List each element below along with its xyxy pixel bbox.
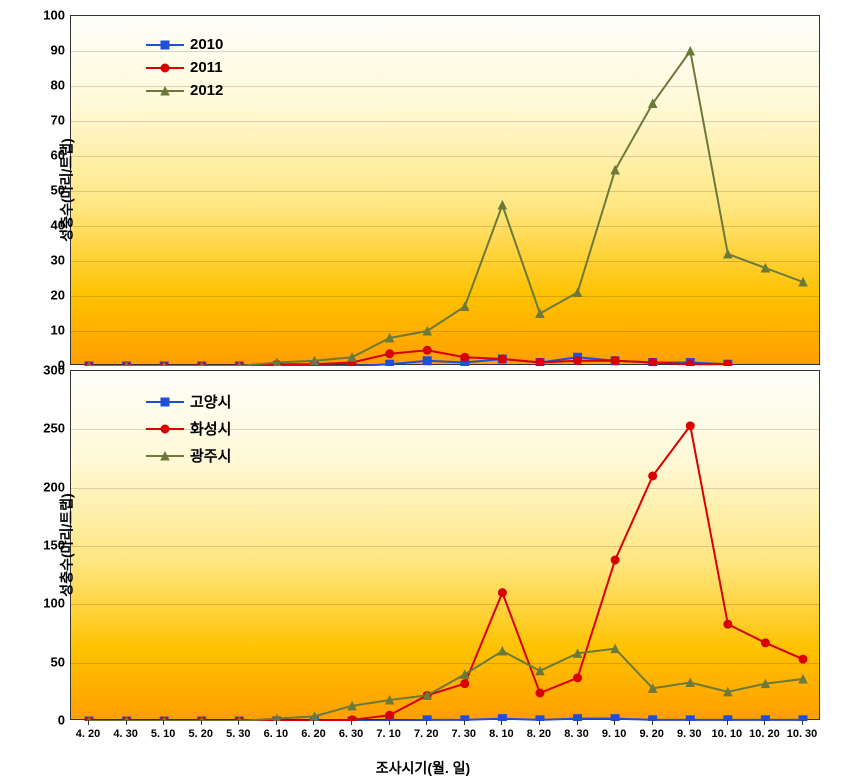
- legend-marker: [146, 423, 184, 435]
- tick-mark: [238, 720, 239, 725]
- y-tick-label: 80: [30, 78, 65, 93]
- legend-item-hwaseong: 화성시: [146, 418, 231, 439]
- tick-mark: [539, 720, 540, 725]
- x-tick-label: 9. 10: [602, 728, 626, 740]
- tick-mark: [614, 720, 615, 725]
- top-legend: 2010 2011 2012: [141, 31, 228, 110]
- tick-mark: [727, 720, 728, 725]
- x-tick-label: 6. 30: [339, 728, 363, 740]
- legend-item-2010: 2010: [146, 36, 223, 53]
- x-tick-label: 5. 20: [189, 728, 213, 740]
- legend-item-2012: 2012: [146, 82, 223, 99]
- tick-mark: [126, 720, 127, 725]
- square-icon: [160, 40, 170, 50]
- x-tick-label: 5. 30: [226, 728, 250, 740]
- x-tick-label: 5. 10: [151, 728, 175, 740]
- legend-label: 광주시: [190, 445, 231, 466]
- tick-mark: [464, 720, 465, 725]
- y-tick-label: 70: [30, 113, 65, 128]
- square-icon: [160, 397, 170, 407]
- y-tick-label: 100: [30, 8, 65, 23]
- x-tick-label: 8. 20: [527, 728, 551, 740]
- y-tick-label: 50: [30, 654, 65, 669]
- x-tick-label: 4. 30: [113, 728, 137, 740]
- x-tick-label: 9. 30: [677, 728, 701, 740]
- circle-icon: [160, 63, 170, 73]
- x-tick-label: 6. 10: [264, 728, 288, 740]
- y-tick-label: 300: [30, 363, 65, 378]
- y-tick-label: 200: [30, 479, 65, 494]
- legend-item-goyang: 고양시: [146, 391, 231, 412]
- y-tick-label: 0: [30, 713, 65, 728]
- x-tick-label: 7. 10: [376, 728, 400, 740]
- top-y-axis-label: 성충수(마리/트랩): [57, 138, 77, 241]
- legend-label: 2011: [190, 59, 223, 76]
- x-tick-label: 10. 20: [749, 728, 780, 740]
- y-tick-label: 20: [30, 288, 65, 303]
- tick-mark: [802, 720, 803, 725]
- legend-item-gwangju: 광주시: [146, 445, 231, 466]
- x-tick-label: 7. 30: [452, 728, 476, 740]
- x-tick-label: 7. 20: [414, 728, 438, 740]
- legend-marker: [146, 396, 184, 408]
- x-tick-label: 9. 20: [639, 728, 663, 740]
- x-axis-label: 조사시기(월. 일): [0, 758, 846, 778]
- y-tick-label: 100: [30, 596, 65, 611]
- tick-mark: [351, 720, 352, 725]
- bottom-plot-area: 고양시화성시광주시: [70, 370, 820, 720]
- x-tick-label: 4. 20: [76, 728, 100, 740]
- top-panel: 201020112012 0102030405060708090100 성충수(…: [70, 15, 820, 365]
- tick-mark: [577, 720, 578, 725]
- legend-label: 2010: [190, 36, 223, 53]
- tick-mark: [276, 720, 277, 725]
- circle-icon: [160, 424, 170, 434]
- chart-container: 201020112012 0102030405060708090100 성충수(…: [0, 0, 846, 783]
- legend-item-2011: 2011: [146, 59, 223, 76]
- tick-mark: [689, 720, 690, 725]
- bottom-panel: 고양시화성시광주시 050100150200250300 성충수(마리/트랩) …: [70, 370, 820, 720]
- tick-mark: [389, 720, 390, 725]
- bottom-legend: 고양시화성시광주시: [141, 386, 236, 477]
- y-tick-label: 30: [30, 253, 65, 268]
- triangle-icon: [160, 451, 170, 461]
- x-tick-label: 10. 30: [787, 728, 818, 740]
- legend-label: 고양시: [190, 391, 231, 412]
- tick-mark: [201, 720, 202, 725]
- x-tick-label: 8. 10: [489, 728, 513, 740]
- tick-mark: [88, 720, 89, 725]
- legend-marker: [146, 62, 184, 74]
- y-tick-label: 90: [30, 43, 65, 58]
- x-tick-label: 6. 20: [301, 728, 325, 740]
- x-tick-label: 8. 30: [564, 728, 588, 740]
- y-tick-label: 10: [30, 323, 65, 338]
- tick-mark: [764, 720, 765, 725]
- tick-mark: [313, 720, 314, 725]
- tick-mark: [426, 720, 427, 725]
- bottom-y-axis-label: 성충수(마리/트랩): [57, 493, 77, 596]
- top-plot-area: 2010 2011 2012: [70, 15, 820, 365]
- legend-marker: [146, 85, 184, 97]
- legend-marker: [146, 39, 184, 51]
- tick-mark: [163, 720, 164, 725]
- tick-mark: [652, 720, 653, 725]
- legend-label: 2012: [190, 82, 223, 99]
- y-tick-label: 250: [30, 421, 65, 436]
- legend-label: 화성시: [190, 418, 231, 439]
- legend-marker: [146, 450, 184, 462]
- triangle-icon: [160, 86, 170, 96]
- tick-mark: [501, 720, 502, 725]
- x-tick-label: 10. 10: [712, 728, 743, 740]
